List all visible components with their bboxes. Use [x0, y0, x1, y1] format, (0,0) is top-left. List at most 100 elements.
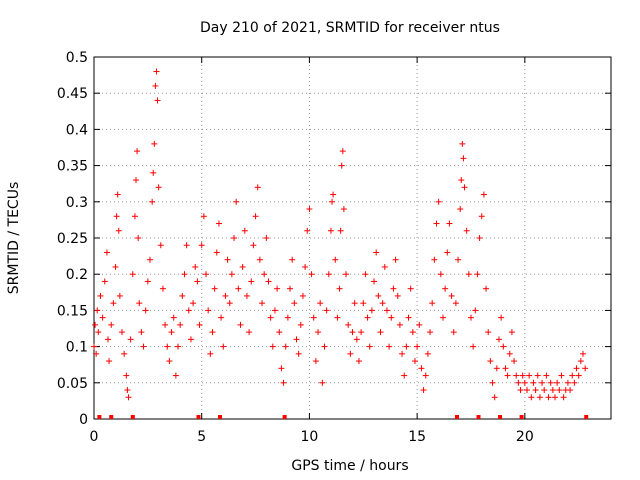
data-point [523, 387, 530, 394]
data-point [383, 307, 390, 314]
data-point [254, 184, 261, 191]
baseline-marker-5 [282, 415, 287, 419]
data-point [97, 292, 104, 299]
data-point [233, 198, 240, 205]
data-point [532, 387, 539, 394]
data-point [140, 343, 147, 350]
data-point [325, 271, 332, 278]
data-point [521, 379, 528, 386]
data-point [463, 227, 470, 234]
data-point [224, 256, 231, 263]
data-point [526, 372, 533, 379]
data-point [480, 191, 487, 198]
data-point [177, 321, 184, 328]
data-point [401, 372, 408, 379]
data-point [91, 343, 97, 350]
data-point [135, 235, 142, 241]
data-point [274, 285, 281, 292]
data-point [162, 321, 169, 328]
data-point [237, 321, 244, 328]
data-point [94, 307, 101, 314]
data-point [362, 271, 369, 278]
data-point [349, 329, 356, 336]
baseline-marker-4 [218, 415, 223, 419]
data-point [491, 394, 498, 401]
y-tick-label-6: 0.3 [66, 195, 88, 211]
data-point [125, 394, 132, 401]
data-point [157, 242, 164, 249]
data-point [498, 314, 505, 321]
data-point [577, 358, 584, 365]
data-point [433, 220, 440, 227]
data-point [291, 300, 298, 307]
data-point [243, 292, 250, 299]
x-tick-label-0: 0 [90, 429, 99, 445]
data-point [517, 387, 524, 394]
data-point [207, 350, 214, 357]
data-point [493, 365, 500, 372]
data-point [166, 358, 173, 365]
y-tick-label-10: 0.5 [66, 50, 88, 66]
data-point [448, 292, 455, 299]
data-point [435, 198, 442, 205]
data-point [246, 329, 253, 336]
data-point [297, 321, 304, 328]
baseline-marker-2 [130, 415, 135, 419]
data-point [196, 321, 203, 328]
data-point [226, 300, 233, 307]
data-point [116, 292, 123, 299]
data-point [112, 263, 119, 270]
data-point [149, 198, 156, 205]
x-tick-label-4: 20 [516, 429, 534, 445]
data-point [282, 343, 289, 350]
data-point [411, 358, 418, 365]
y-tick-label-5: 0.25 [57, 231, 88, 247]
data-point [284, 314, 291, 321]
data-point [536, 394, 543, 401]
data-point [461, 184, 468, 191]
data-point [336, 285, 343, 292]
chart-title: Day 210 of 2021, SRMTID for receiver ntu… [200, 20, 500, 36]
data-point [345, 321, 352, 328]
data-point [539, 379, 546, 386]
data-point [457, 206, 464, 213]
data-point [211, 285, 218, 292]
data-point [134, 148, 141, 155]
data-point [472, 307, 479, 314]
data-point [276, 329, 283, 336]
data-point [339, 148, 346, 155]
data-point [459, 140, 466, 147]
data-point [476, 235, 483, 241]
data-point [327, 227, 334, 234]
baseline-marker-6 [454, 415, 459, 419]
data-point [582, 365, 589, 372]
data-point [547, 379, 554, 386]
data-point [129, 271, 136, 278]
y-tick-label-3: 0.15 [57, 303, 88, 319]
data-point [358, 329, 365, 336]
data-point [123, 372, 130, 379]
data-point [338, 162, 345, 169]
data-point [259, 300, 266, 307]
data-point [108, 321, 115, 328]
data-point [142, 307, 149, 314]
data-point [209, 329, 216, 336]
data-point [241, 227, 248, 234]
data-point [119, 329, 126, 336]
data-point [187, 336, 194, 343]
data-point [92, 321, 99, 328]
data-point [231, 235, 238, 241]
data-point [508, 329, 515, 336]
data-point [321, 343, 328, 350]
data-point [267, 314, 274, 321]
data-point [360, 300, 367, 307]
baseline-marker-1 [109, 415, 114, 419]
baseline-marker-10 [584, 415, 589, 419]
data-point [124, 387, 131, 394]
data-point [551, 394, 558, 401]
data-point [222, 292, 229, 299]
data-point [450, 329, 457, 336]
data-point [564, 379, 571, 386]
data-point [534, 372, 541, 379]
